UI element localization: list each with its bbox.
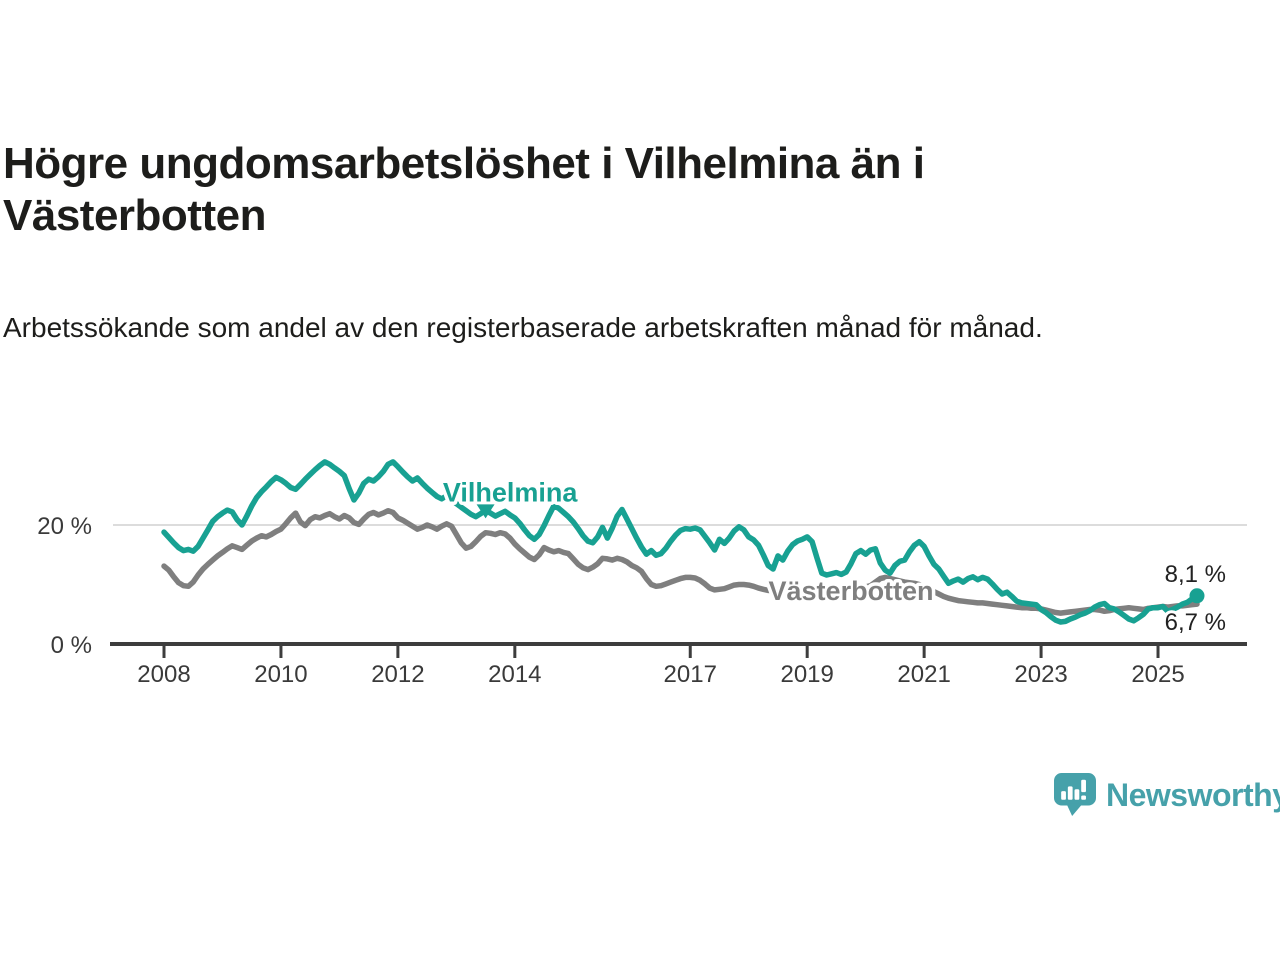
series-end-dot: [1189, 588, 1205, 604]
x-tick: [162, 644, 166, 658]
series-line-västerbotten: [161, 507, 1200, 616]
x-tick-label: 2019: [780, 661, 833, 688]
x-tick: [279, 644, 283, 658]
chart-subtitle: Arbetssökande som andel av den registerb…: [3, 312, 1043, 343]
logo-bar-2: [1067, 786, 1073, 800]
y-tick-label: 0 %: [51, 632, 92, 659]
series-label-västerbotten: Västerbotten: [769, 576, 934, 606]
x-tick-label: 2017: [664, 661, 717, 688]
x-tick: [1039, 644, 1043, 658]
newsworthy-logo-icon: [1054, 773, 1096, 816]
logo-bar-3: [1074, 789, 1080, 800]
x-tick-label: 2023: [1014, 661, 1067, 688]
chart-title: Högre ungdomsarbetslöshet i Vilhelmina ä…: [3, 139, 925, 240]
x-tick-label: 2008: [137, 661, 190, 688]
x-tick: [922, 644, 926, 658]
series-label-vilhelmina: Vilhelmina: [443, 477, 579, 507]
x-tick: [805, 644, 809, 658]
gridline-20-percent: [113, 524, 1247, 526]
series-line-vilhelmina: [161, 459, 1200, 625]
x-tick-label: 2014: [488, 661, 541, 688]
x-tick: [396, 644, 400, 658]
logo-bubble: [1054, 773, 1096, 806]
x-tick: [513, 644, 517, 658]
line-chart: 0 % 20 % 2008 2010 2012 2014 2017 2019 2021 2023 2…: [37, 459, 1247, 688]
newsworthy-wordmark: Newsworthy: [1106, 777, 1280, 813]
x-tick-label: 2025: [1131, 661, 1184, 688]
series-marker-triangle-icon: [476, 504, 495, 519]
x-tick: [1156, 644, 1160, 658]
logo-exclamation-dot: [1081, 795, 1086, 800]
x-tick-label: 2012: [371, 661, 424, 688]
x-tick: [688, 644, 692, 658]
newsworthy-logo: Newsworthy: [1054, 772, 1280, 818]
end-value-label-västerbotten: 6,7 %: [1165, 609, 1226, 636]
x-tick-label: 2010: [254, 661, 307, 688]
x-axis-line: [110, 642, 1247, 646]
logo-bar-1: [1061, 791, 1066, 800]
y-tick-label: 20 %: [37, 513, 92, 540]
x-tick-label: 2021: [897, 661, 950, 688]
logo-bubble-tail: [1066, 803, 1083, 816]
logo-exclamation-bar: [1081, 779, 1086, 793]
end-value-label-vilhelmina: 8,1 %: [1165, 561, 1226, 588]
